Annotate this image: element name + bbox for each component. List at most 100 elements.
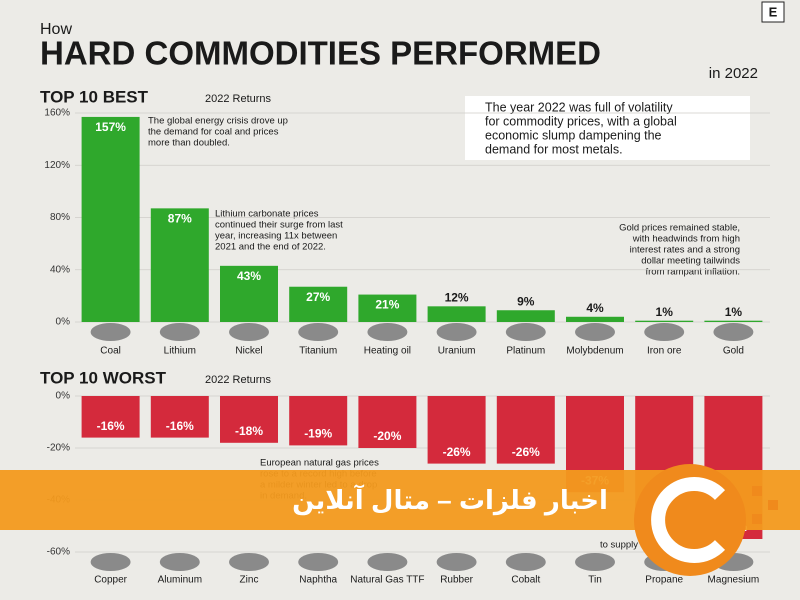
value-label: 1%	[725, 305, 743, 319]
section-title: TOP 10 WORST	[40, 368, 167, 387]
value-label: 27%	[306, 290, 330, 304]
bar	[150, 396, 209, 438]
bar	[358, 294, 417, 322]
bar	[289, 286, 348, 322]
summary-line: for commodity prices, with a global	[485, 114, 677, 128]
commodity-icon	[644, 323, 685, 341]
bar	[81, 396, 140, 438]
summary-box	[465, 96, 750, 160]
y-tick-label: -20%	[47, 443, 70, 454]
annotation-line: with headwinds from high	[632, 234, 740, 245]
summary-line: demand for most metals.	[485, 142, 623, 156]
x-tick-label: Platinum	[506, 346, 545, 357]
commodity-icon	[229, 553, 269, 571]
value-label: -20%	[373, 429, 401, 443]
x-tick-label: Nickel	[235, 346, 262, 357]
commodity-icon	[90, 323, 131, 341]
value-label: 1%	[656, 305, 674, 319]
bar	[81, 116, 140, 322]
y-tick-label: 120%	[44, 160, 70, 171]
annotation-line: Lithium carbonate prices	[215, 209, 319, 220]
y-tick-label: 160%	[44, 108, 70, 119]
summary-line: The year 2022 was full of volatility	[485, 100, 673, 114]
commodity-icon	[90, 553, 131, 571]
x-tick-label: Rubber	[440, 575, 473, 586]
bar	[289, 396, 348, 446]
title: HARD COMMODITIES PERFORMED	[40, 35, 601, 72]
commodity-icon	[575, 553, 615, 571]
commodity-icon	[575, 323, 615, 341]
y-tick-label: 40%	[50, 264, 70, 275]
annotation-line: 2021 and the end of 2022.	[215, 242, 326, 253]
bar	[220, 265, 278, 322]
commodity-icon	[159, 323, 200, 341]
y-tick-label: 80%	[50, 212, 70, 223]
commodity-icon	[367, 323, 408, 341]
annotation-line: the demand for coal and prices	[148, 127, 279, 138]
bar	[635, 320, 694, 322]
x-tick-label: Molybdenum	[566, 346, 623, 357]
bar	[496, 396, 555, 464]
x-tick-label: Titanium	[299, 346, 337, 357]
value-label: -26%	[443, 445, 471, 459]
value-label: 9%	[517, 294, 535, 308]
x-tick-label: Coal	[100, 346, 121, 357]
commodity-icon	[436, 323, 477, 341]
annotation-line: year, increasing 11x between	[215, 231, 337, 242]
x-tick-label: Zinc	[240, 575, 259, 586]
x-tick-label: Propane	[645, 575, 683, 586]
bar	[150, 208, 209, 322]
value-label: -18%	[235, 424, 263, 438]
x-tick-label: Gold	[723, 346, 744, 357]
x-tick-label: Iron ore	[647, 346, 682, 357]
bar	[427, 396, 486, 464]
commodity-icon	[229, 323, 269, 341]
x-tick-label: Heating oil	[364, 346, 411, 357]
brand-c	[651, 477, 726, 563]
value-label: 4%	[586, 301, 604, 315]
overlay: اخبار فلزات – متال آنلاین	[0, 464, 800, 576]
annotation-line: Gold prices remained stable,	[619, 223, 740, 234]
value-label: -16%	[97, 419, 125, 433]
bar	[496, 310, 555, 322]
section-subtitle: 2022 Returns	[205, 93, 272, 105]
bar	[704, 320, 763, 322]
y-tick-label: -60%	[47, 547, 70, 558]
annotation-line: from rampant inflation.	[645, 267, 740, 278]
value-label: 21%	[375, 298, 399, 312]
commodity-icon	[367, 553, 408, 571]
x-tick-label: Magnesium	[708, 575, 760, 586]
y-tick-label: 0%	[56, 317, 71, 328]
logo-box	[761, 1, 785, 23]
kicker: How	[40, 21, 72, 38]
bar	[427, 306, 486, 322]
logo: E	[769, 4, 778, 19]
x-tick-label: Cobalt	[511, 575, 540, 586]
annotation-line: continued their surge from last	[215, 220, 343, 231]
subtitle: in 2022	[709, 65, 758, 82]
x-tick-label: Uranium	[438, 346, 476, 357]
brand-dot	[752, 486, 762, 496]
brand-dot	[768, 500, 778, 510]
annotation-line: The global energy crisis drove up	[148, 116, 288, 127]
annotation-line: interest rates and a strong	[630, 245, 740, 256]
value-label: 43%	[237, 269, 261, 283]
commodity-icon	[436, 553, 477, 571]
section-subtitle: 2022 Returns	[205, 374, 272, 386]
commodity-icon	[713, 323, 754, 341]
x-tick-label: Natural Gas TTF	[350, 575, 424, 586]
annotation-line: more than doubled.	[148, 138, 230, 149]
commodity-icon	[505, 553, 546, 571]
x-tick-label: Copper	[94, 575, 127, 586]
x-tick-label: Aluminum	[158, 575, 202, 586]
commodity-icon	[298, 553, 339, 571]
annotation-line: dollar meeting tailwinds	[641, 256, 740, 267]
value-label: 12%	[445, 290, 469, 304]
bar	[220, 396, 278, 443]
value-label: 87%	[168, 212, 192, 226]
x-tick-label: Naphtha	[299, 575, 337, 586]
commodity-icon	[505, 323, 546, 341]
value-label: -16%	[166, 419, 194, 433]
summary-line: economic slump dampening the	[485, 128, 662, 142]
